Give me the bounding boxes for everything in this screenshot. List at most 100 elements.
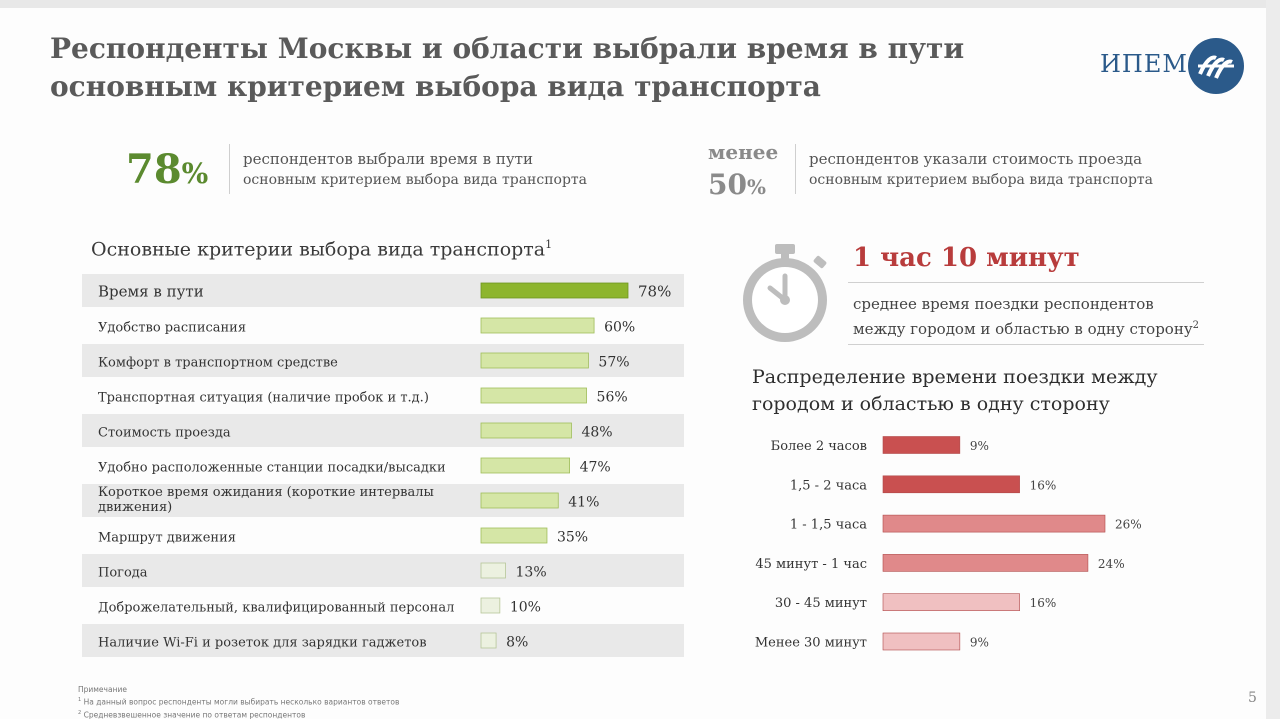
footnote-2-marker: 2 <box>78 709 82 716</box>
logo-icon <box>1188 38 1244 94</box>
criteria-value-label: 56% <box>597 390 628 406</box>
row-stripe <box>82 484 684 517</box>
kpi2-value: 50% <box>708 168 766 201</box>
footnote-1-text: На данный вопрос респонденты могли выбир… <box>83 697 400 707</box>
travel-time-desc-line2-text: между городом и областью в одну сторону <box>853 320 1193 338</box>
kpi2-number: 50 <box>708 168 747 201</box>
kpi1-text-line2: основным критерием выбора вида транспорт… <box>243 172 588 188</box>
footnote-1: 1 На данный вопрос респонденты могли выб… <box>78 695 399 708</box>
logo-text: ИПЕМ <box>1100 50 1188 78</box>
top-border <box>0 0 1280 8</box>
time-range-value-label: 24% <box>1098 557 1125 571</box>
criteria-label: Удобно расположенные станции посадки/выс… <box>98 461 446 476</box>
criteria-value-label: 57% <box>598 355 629 371</box>
kpi2-unit: % <box>746 175 766 199</box>
slide-title-line2: основным критерием выбора вида транспорт… <box>50 70 821 103</box>
time-range-label: 1 - 1,5 часа <box>790 518 867 533</box>
criteria-bar <box>480 282 629 299</box>
criteria-value-label: 47% <box>580 460 611 476</box>
criteria-bar <box>480 597 501 614</box>
criteria-label: Доброжелательный, квалифицированный перс… <box>98 601 454 616</box>
kpi1-divider <box>229 144 230 194</box>
criteria-bar <box>480 527 548 544</box>
criteria-value-label: 48% <box>581 425 612 441</box>
criteria-label: Комфорт в транспортном средстве <box>98 356 338 371</box>
travel-time-description: среднее время поездки респондентов между… <box>853 293 1199 340</box>
kpi1-text: респондентов выбрали время в пути основн… <box>243 149 587 191</box>
slide-title-line1: Респонденты Москвы и области выбрали вре… <box>50 32 965 65</box>
kpi2-divider <box>795 144 796 194</box>
criteria-bar <box>480 457 570 474</box>
kpi2-text: респондентов указали стоимость проезда о… <box>809 149 1153 191</box>
time-range-label: 30 - 45 минут <box>775 596 867 611</box>
criteria-value-label: 60% <box>604 320 635 336</box>
criteria-bar <box>480 492 559 509</box>
slide-title: Респонденты Москвы и области выбрали вре… <box>50 30 965 106</box>
criteria-bar-chart: Время в пути 78% Удобство расписания 60% Ком… <box>82 274 684 657</box>
criteria-value-label: 10% <box>510 600 541 616</box>
travel-time-value: 1 час 10 минут <box>853 243 1080 273</box>
travel-time-distribution-chart: Более 2 часов 9% 1,5 - 2 часа 16% 1 - 1,5 ча… <box>755 436 1142 651</box>
kpi1-unit: % <box>181 157 209 190</box>
kpi1-text-line1: респондентов выбрали время в пути <box>243 150 533 168</box>
time-range-label: 45 минут - 1 час <box>755 557 867 572</box>
time-range-bar <box>882 436 961 454</box>
criteria-value-label: 78% <box>638 283 671 301</box>
criteria-bar <box>480 562 506 579</box>
travel-time-desc-line2: между городом и областью в одну сторону2 <box>853 315 1199 340</box>
kpi2-text-line1: респондентов указали стоимость проезда <box>809 150 1143 168</box>
criteria-bar <box>480 352 589 369</box>
footnote-1-marker: 1 <box>78 697 82 703</box>
time-range-label: 1,5 - 2 часа <box>790 478 867 493</box>
left-chart-title: Основные критерии выбора вида транспорта… <box>91 238 552 260</box>
time-range-label: Менее 30 минут <box>755 636 867 651</box>
time-range-label: Более 2 часов <box>771 439 867 454</box>
kpi2-text-line2: основным критерием выбора вида транспорт… <box>809 172 1154 188</box>
time-range-bar <box>882 593 1020 611</box>
criteria-bar <box>480 317 595 334</box>
kpi1-number: 78 <box>126 146 182 193</box>
criteria-value-label: 41% <box>568 495 599 511</box>
time-range-value-label: 9% <box>970 636 989 650</box>
criteria-label: Транспортная ситуация (наличие пробок и … <box>98 391 429 406</box>
row-stripe <box>82 624 684 657</box>
footnotes: Примечание 1 На данный вопрос респондент… <box>78 685 399 719</box>
criteria-label: Время в пути <box>98 283 204 301</box>
criteria-label: Удобство расписания <box>98 321 246 336</box>
right-border <box>1266 0 1280 719</box>
criteria-label: Стоимость проезда <box>98 426 231 441</box>
page-number: 5 <box>1248 690 1257 706</box>
travel-time-divider-top <box>848 282 1204 283</box>
time-range-value-label: 9% <box>970 439 989 453</box>
kpi1-value: 78% <box>126 146 208 193</box>
stopwatch-icon <box>743 244 827 342</box>
time-range-bar <box>882 632 961 651</box>
time-range-value-label: 26% <box>1115 518 1142 532</box>
time-range-bar <box>882 475 1020 494</box>
row-stripe <box>82 554 684 587</box>
time-range-bar <box>882 514 1106 533</box>
travel-time-divider-bottom <box>848 344 1204 345</box>
right-chart-title: Распределение времени поездки между горо… <box>752 364 1158 418</box>
criteria-bar <box>480 387 587 404</box>
footnotes-header: Примечание <box>78 685 127 694</box>
time-range-value-label: 16% <box>1030 478 1057 492</box>
criteria-label: Наличие Wi-Fi и розеток для зарядки гадж… <box>98 636 427 651</box>
right-chart-title-line1: Распределение времени поездки между <box>752 366 1158 388</box>
travel-time-desc-line1: среднее время поездки респондентов <box>853 295 1154 313</box>
criteria-label: Маршрут движения <box>98 531 236 546</box>
criteria-label: движения) <box>98 500 172 515</box>
criteria-bar <box>480 422 572 439</box>
right-chart-title-line2: городом и областью в одну сторону <box>752 393 1110 415</box>
criteria-bar <box>480 632 497 649</box>
left-chart-title-footnote: 1 <box>545 238 553 251</box>
row-stripe <box>82 414 684 447</box>
time-range-bar <box>882 554 1089 572</box>
footnote-2: 2 Средневзвешенное значение по ответам р… <box>78 708 399 719</box>
left-chart-title-text: Основные критерии выбора вида транспорта <box>91 238 546 261</box>
criteria-value-label: 8% <box>506 635 528 651</box>
travel-time-footnote: 2 <box>1192 320 1200 331</box>
criteria-value-label: 35% <box>557 530 588 546</box>
footnote-2-text: Средневзвешенное значение по ответам рес… <box>83 710 306 719</box>
